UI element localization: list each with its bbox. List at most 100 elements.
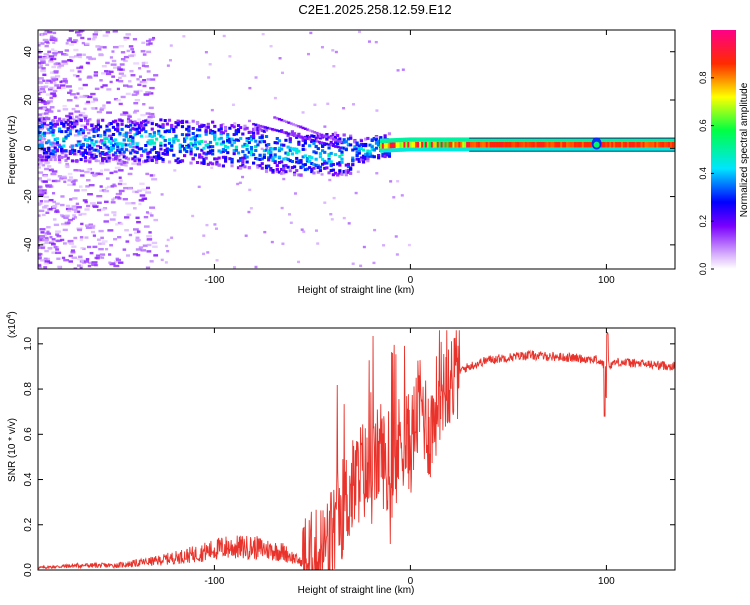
- spectrogram-cell: [282, 167, 286, 171]
- spectrogram-cell: [428, 141, 432, 148]
- spectrogram-cell: [68, 254, 73, 258]
- spectrogram-xlabel: Height of straight line (km): [298, 285, 415, 296]
- spectrogram-cell: [150, 148, 154, 152]
- spectrogram-cell: [75, 129, 79, 133]
- spectrogram-cell: [90, 100, 95, 104]
- spectrogram-cell: [233, 266, 237, 269]
- spectrogram-cell: [94, 154, 98, 158]
- spectrogram-cell: [187, 129, 191, 133]
- spectrogram-cell: [260, 147, 264, 151]
- spectrogram-cell: [519, 141, 522, 148]
- spectrogram-cell: [139, 134, 144, 138]
- spectrogram-cell: [351, 163, 355, 167]
- spectrogram-cell: [127, 172, 133, 176]
- spectrogram-cell: [286, 151, 290, 155]
- spectrogram-cell: [532, 147, 536, 152]
- spectrogram-cell: [217, 128, 221, 132]
- spectrogram-cell: [125, 202, 131, 205]
- spectrogram-cell: [129, 119, 133, 123]
- spectrogram-cell: [129, 135, 133, 139]
- spectrogram-cell: [673, 147, 675, 152]
- spectrogram-cell: [161, 125, 165, 129]
- spectrogram-cell: [268, 127, 272, 130]
- spectrogram-cell: [254, 265, 258, 269]
- spectrogram-cell: [38, 79, 41, 82]
- spectrogram-cell: [45, 116, 49, 120]
- spectrogram-cell: [211, 162, 215, 166]
- colorbar-tick-label: 0.6: [698, 119, 708, 132]
- spectrogram-cell: [77, 150, 81, 154]
- spectrogram-cell: [152, 131, 157, 135]
- spectrogram-cell: [252, 131, 256, 135]
- spectrogram-cell: [219, 132, 223, 136]
- spectrogram-cell: [79, 169, 85, 173]
- spectrogram-cell: [39, 161, 43, 165]
- spectrogram-cell: [167, 148, 172, 152]
- spectrogram-cell: [288, 213, 292, 216]
- spectrogram-cell: [129, 138, 133, 142]
- spectrogram-cell: [424, 141, 428, 148]
- spectrogram-cell: [267, 151, 271, 155]
- spectrogram-cell: [210, 108, 214, 112]
- spectrogram-cell: [142, 119, 146, 123]
- spectrogram-cell: [485, 141, 489, 148]
- spectrogram-cell: [359, 146, 363, 150]
- spectrogram-cell: [436, 141, 440, 148]
- spectrogram-cell: [658, 137, 661, 142]
- spectrogram-cell: [58, 64, 65, 67]
- spectrogram-cell: [244, 234, 248, 237]
- spectrogram-cell: [144, 159, 148, 163]
- spectrogram-cell: [660, 141, 663, 148]
- spectrogram-cell: [118, 189, 125, 193]
- spectrogram-cell: [236, 159, 241, 163]
- spectrogram-cell: [230, 124, 234, 128]
- spectrogram-cell: [89, 224, 96, 228]
- spectrogram-cell: [167, 118, 172, 122]
- spectrogram-cell: [462, 147, 465, 152]
- spectrogram-cell: [607, 141, 610, 148]
- spectrogram-cell: [109, 137, 113, 141]
- spectrogram-cell: [458, 141, 461, 148]
- spectrogram-cell: [67, 239, 74, 243]
- spectrogram-cell: [364, 154, 368, 158]
- spectrogram-cell: [325, 135, 329, 138]
- spectrogram-cell: [292, 173, 297, 177]
- spectrogram-cell: [364, 137, 368, 141]
- spectrogram-cell: [62, 122, 66, 126]
- spectrogram-cell: [415, 137, 418, 142]
- spectrogram-cell: [146, 155, 150, 159]
- spectrogram-cell: [284, 156, 288, 160]
- spectrogram-cell: [241, 175, 245, 179]
- spectrogram-cell: [640, 147, 643, 152]
- spectrogram-cell: [142, 149, 146, 153]
- spectrogram-cell: [330, 218, 334, 221]
- spectrogram-cell: [385, 142, 389, 149]
- spectrogram-cell: [38, 66, 43, 69]
- spectrogram-cell: [88, 183, 95, 187]
- spectrogram-cell: [146, 250, 152, 253]
- spectrogram-cell: [89, 251, 94, 255]
- spectrogram-cell: [544, 141, 547, 148]
- spectrogram-cell: [642, 137, 645, 142]
- spectrogram-cell: [64, 154, 68, 158]
- spectrogram-cell: [73, 124, 77, 128]
- spectrogram-cell: [206, 143, 210, 147]
- spectrogram-cell: [92, 156, 96, 160]
- spectrogram-cell: [230, 158, 234, 162]
- spectrogram-cell: [634, 141, 637, 148]
- spectrogram-cell: [138, 67, 142, 70]
- spectrogram-cell: [42, 148, 47, 152]
- spectrogram-cell: [126, 120, 131, 124]
- spectrogram-cell: [41, 112, 47, 116]
- spectrogram-cell: [61, 175, 67, 179]
- spectrogram-cell: [147, 212, 153, 215]
- spectrogram-cell: [70, 125, 75, 129]
- spectrogram-cell: [522, 137, 526, 142]
- spectrogram-cell: [96, 123, 100, 127]
- spectrogram-cell: [336, 173, 340, 177]
- spectrogram-cell: [671, 147, 675, 152]
- spectrogram-cell: [415, 141, 418, 148]
- spectrogram-cell: [296, 124, 300, 128]
- spectrogram-cell: [325, 133, 329, 137]
- spectrogram-cell: [57, 158, 62, 162]
